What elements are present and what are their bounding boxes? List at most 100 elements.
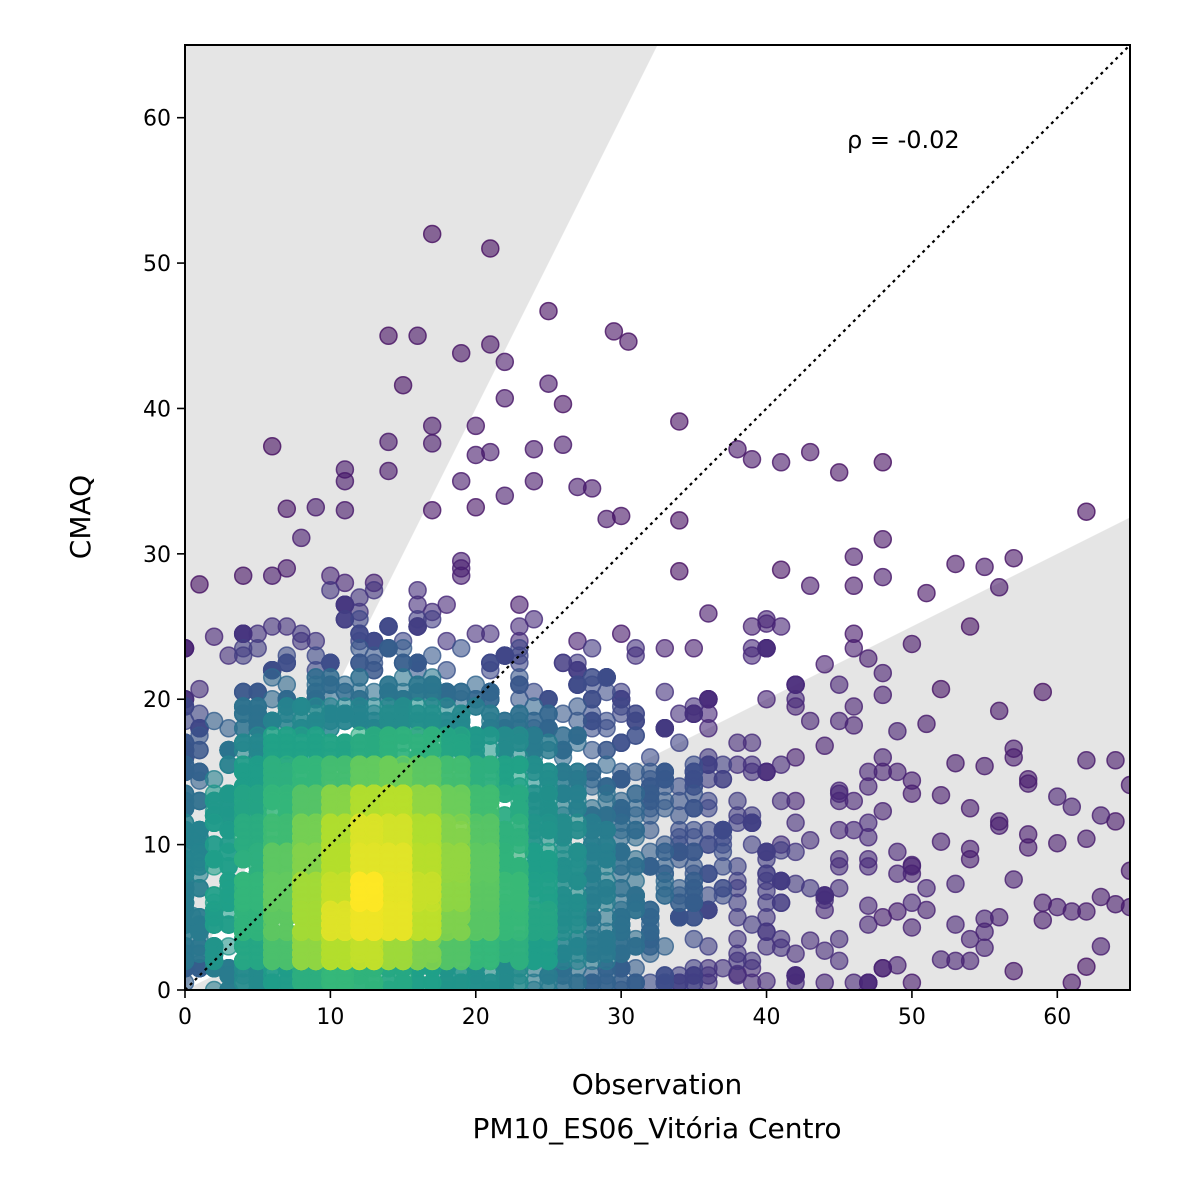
data-point: [510, 922, 529, 942]
data-point: [1091, 806, 1111, 825]
data-point: [873, 685, 893, 705]
data-point: [422, 675, 442, 694]
data-point: [640, 915, 660, 934]
data-point: [786, 689, 805, 709]
data-point: [510, 893, 529, 913]
data-point: [859, 973, 878, 990]
data-point: [568, 973, 587, 990]
data-point: [888, 762, 907, 782]
data-point: [684, 893, 704, 913]
data-point: [859, 915, 878, 934]
data-point: [553, 726, 573, 745]
data-point: [873, 530, 893, 549]
data-point: [604, 322, 624, 341]
data-point: [408, 733, 427, 753]
data-point: [844, 697, 864, 716]
data-point: [757, 689, 776, 709]
data-point: [510, 704, 529, 724]
data-point: [917, 878, 936, 898]
data-point: [185, 639, 195, 658]
data-point: [742, 915, 762, 934]
data-point: [699, 937, 718, 956]
data-point: [539, 301, 558, 321]
data-point: [321, 733, 340, 753]
data-point: [873, 567, 893, 587]
data-point: [975, 938, 994, 958]
data-point: [582, 704, 602, 724]
data-point: [262, 437, 282, 456]
data-point: [524, 439, 544, 459]
data-point: [859, 649, 878, 668]
data-point: [684, 704, 704, 724]
data-point: [524, 697, 544, 716]
data-point: [1033, 910, 1053, 930]
data-point: [699, 835, 718, 854]
data-point: [670, 733, 689, 753]
data-point: [262, 922, 282, 942]
data-point: [902, 634, 922, 654]
data-point: [888, 902, 907, 921]
data-point: [466, 675, 486, 694]
data-point: [786, 748, 805, 767]
data-point: [1048, 833, 1067, 853]
data-point: [684, 639, 704, 658]
data-point: [873, 801, 893, 821]
data-point: [1077, 957, 1096, 976]
data-point: [233, 566, 253, 585]
data-point: [321, 580, 340, 600]
data-point: [728, 791, 747, 811]
data-point: [888, 864, 907, 883]
data-point: [524, 610, 544, 629]
data-point: [931, 950, 951, 969]
data-point: [800, 931, 820, 950]
data-point: [185, 973, 195, 990]
data-point: [757, 639, 776, 658]
data-point: [422, 416, 442, 436]
data-point: [946, 874, 965, 894]
data-point: [481, 442, 500, 462]
data-point: [292, 528, 311, 548]
data-point: [262, 755, 282, 774]
data-point: [393, 639, 413, 658]
data-point: [960, 799, 980, 818]
data-point: [495, 389, 515, 408]
data-point: [437, 631, 456, 651]
data-point: [960, 839, 980, 859]
data-point: [495, 486, 515, 505]
data-point: [335, 573, 355, 593]
data-point: [684, 820, 704, 840]
data-point: [829, 857, 849, 876]
data-point: [495, 646, 515, 665]
data-point: [190, 575, 209, 594]
data-point: [713, 878, 733, 898]
data-point: [379, 461, 398, 481]
data-point: [699, 719, 718, 738]
data-point: [262, 951, 282, 971]
data-point: [481, 849, 500, 869]
data-point: [510, 595, 529, 614]
data-point: [626, 799, 645, 818]
data-point: [655, 937, 675, 956]
data-point: [277, 559, 297, 578]
data-point: [393, 375, 413, 395]
data-point: [699, 689, 718, 709]
data-point: [757, 864, 776, 883]
data-point: [568, 631, 587, 651]
data-point: [960, 929, 980, 949]
data-point: [829, 878, 849, 898]
data-point: [248, 697, 267, 716]
data-point: [597, 755, 616, 774]
data-point: [481, 893, 500, 913]
data-point: [451, 951, 471, 971]
data-point: [233, 849, 253, 869]
data-point: [466, 416, 486, 436]
data-point: [844, 547, 864, 567]
data-point: [1004, 961, 1023, 981]
data-point: [1062, 973, 1082, 990]
data-point: [524, 471, 544, 491]
data-point: [277, 499, 297, 519]
data-point: [233, 828, 253, 847]
data-point: [902, 973, 922, 990]
data-point: [422, 434, 442, 453]
